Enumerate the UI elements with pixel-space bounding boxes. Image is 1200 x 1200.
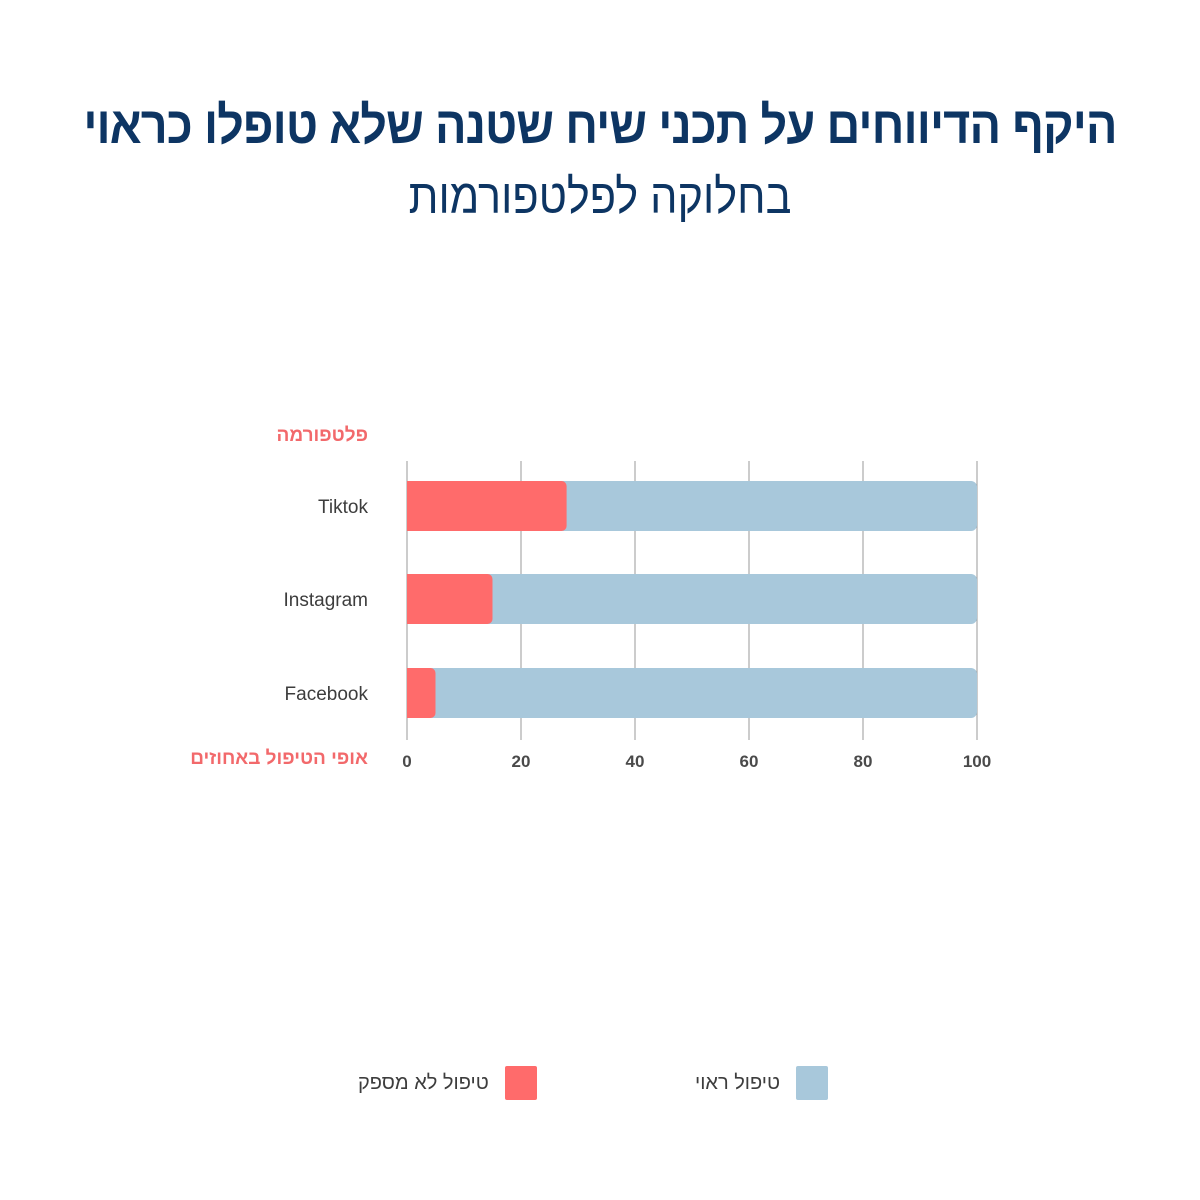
bar-proper-facebook — [407, 668, 977, 718]
legend-label-insufficient: טיפול לא מספק — [358, 1071, 489, 1094]
y-axis-title: פלטפורמה — [276, 425, 368, 446]
legend-item-proper: טיפול ראוי — [695, 1066, 829, 1100]
legend-swatch-insufficient — [504, 1066, 537, 1100]
x-axis-title: אופי הטיפול באחוזים — [190, 748, 368, 769]
bar-insufficient-edge-instagram — [407, 574, 413, 624]
x-tick-label-60: 60 — [740, 752, 759, 771]
legend-item-insufficient: טיפול לא מספק — [358, 1066, 537, 1100]
x-tick-label-0: 0 — [402, 752, 411, 771]
y-tick-label-facebook: Facebook — [285, 684, 369, 705]
x-tick-label-40: 40 — [626, 752, 645, 771]
x-tick-label-20: 20 — [512, 752, 531, 771]
chart-subtitle: בחלוקה לפלטפורמות — [408, 171, 792, 224]
bar-insufficient-tiktok — [407, 481, 567, 531]
x-tick-label-100: 100 — [963, 752, 991, 771]
bar-insufficient-facebook — [407, 668, 436, 718]
y-tick-label-instagram: Instagram — [284, 590, 368, 611]
x-tick-label-80: 80 — [854, 752, 873, 771]
y-tick-label-tiktok: Tiktok — [318, 497, 368, 518]
bar-insufficient-edge-facebook — [407, 668, 413, 718]
bar-insufficient-instagram — [407, 574, 493, 624]
bar-proper-instagram — [407, 574, 977, 624]
legend-swatch-proper — [796, 1066, 829, 1100]
chart-title: היקף הדיווחים על תכני שיח שטנה שלא טופלו… — [83, 97, 1117, 155]
legend-label-proper: טיפול ראוי — [695, 1071, 781, 1094]
bar-insufficient-edge-tiktok — [407, 481, 413, 531]
